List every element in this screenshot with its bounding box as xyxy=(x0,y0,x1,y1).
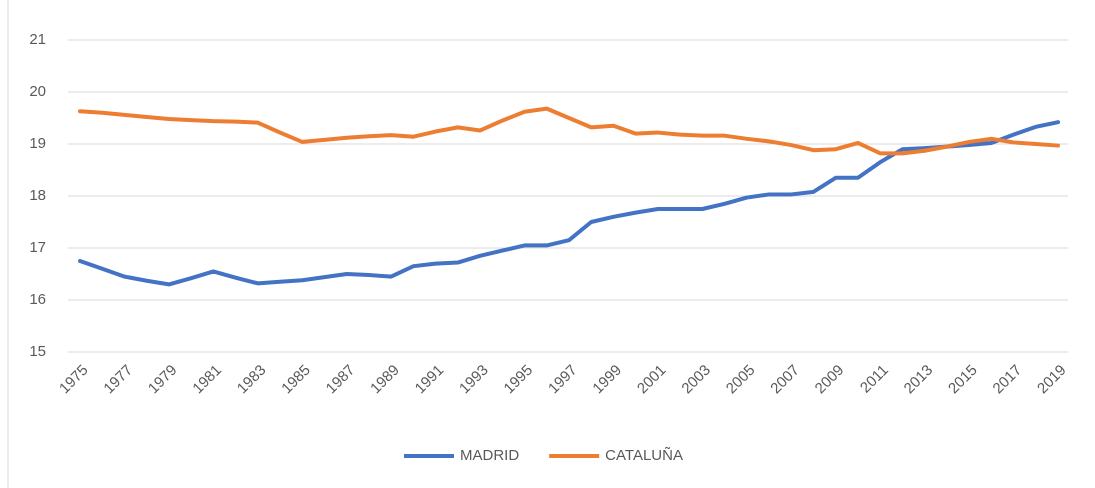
x-tick-label: 1993 xyxy=(456,362,492,398)
x-tick-label: 1987 xyxy=(323,362,359,398)
line-series xyxy=(78,120,1060,287)
x-tick-label: 1985 xyxy=(278,362,314,398)
x-tick-label: 2003 xyxy=(678,362,714,398)
y-tick-label: 16 xyxy=(29,291,46,308)
x-tick-label: 2015 xyxy=(945,362,981,398)
x-tick-label: 1989 xyxy=(367,362,403,398)
x-tick-label: 1999 xyxy=(589,362,625,398)
legend-label: MADRID xyxy=(460,447,519,464)
y-tick-label: 15 xyxy=(29,343,46,360)
y-tick-label: 17 xyxy=(29,239,46,256)
x-tick-label: 2007 xyxy=(767,362,803,398)
y-tick-label: 21 xyxy=(29,31,46,48)
x-tick-label: 1981 xyxy=(189,362,225,398)
y-tick-label: 18 xyxy=(29,187,46,204)
x-tick-label: 1997 xyxy=(545,362,581,398)
x-tick-label: 1995 xyxy=(501,362,537,398)
x-tick-label: 2013 xyxy=(901,362,937,398)
x-tick-label: 2017 xyxy=(990,362,1026,398)
x-tick-label: 2009 xyxy=(812,362,848,398)
x-tick-label: 1991 xyxy=(412,362,448,398)
x-tick-label: 2011 xyxy=(857,362,892,397)
x-tick-label: 1975 xyxy=(56,362,92,398)
x-tick-label: 2019 xyxy=(1034,362,1070,398)
y-tick-label: 20 xyxy=(29,83,46,100)
line-series xyxy=(78,106,1060,156)
x-tick-label: 2005 xyxy=(723,362,759,398)
x-tick-label: 1977 xyxy=(100,362,136,398)
x-tick-label: 2001 xyxy=(634,362,670,398)
x-tick-label: 1983 xyxy=(234,362,270,398)
x-tick-label: 1979 xyxy=(145,362,181,398)
y-tick-label: 19 xyxy=(29,135,46,152)
legend-label: CATALUÑA xyxy=(605,447,683,464)
